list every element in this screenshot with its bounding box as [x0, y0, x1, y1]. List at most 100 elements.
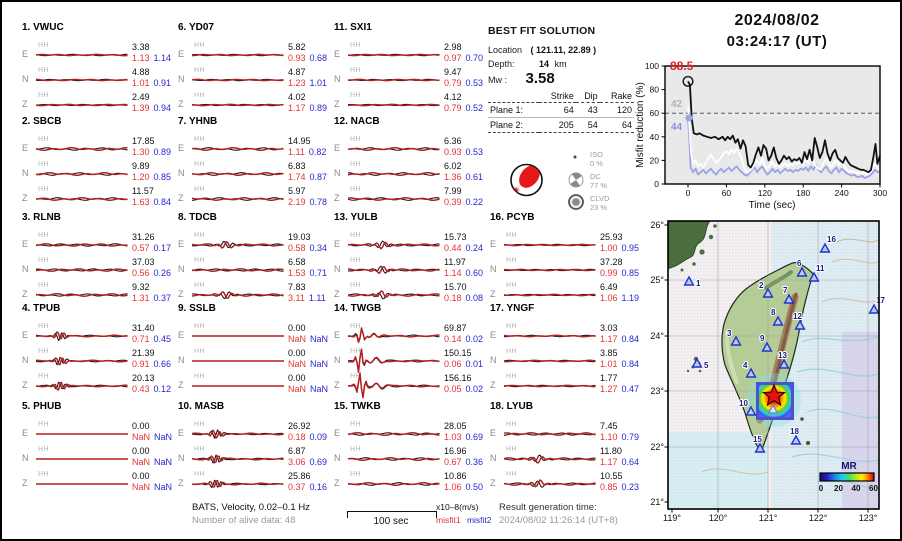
misfit2-value: 0.37	[153, 293, 172, 303]
map-geography	[668, 221, 879, 509]
amplitude-value: 3.38	[132, 42, 150, 52]
misfit-values: NaN NaN	[132, 457, 172, 467]
misfit1-value: 3.11	[288, 293, 305, 303]
waveform-row: Z HH 5.97 2.19 0.78	[174, 186, 328, 211]
channel-label: Z	[22, 289, 28, 299]
misfit1-value: 1.10	[600, 432, 618, 442]
station-title: 7. YHNB	[178, 116, 218, 127]
misfit-values: NaN NaN	[288, 359, 328, 369]
station-number: 3	[727, 329, 732, 338]
misfit2-value: 1.19	[621, 293, 640, 303]
waveform-trace	[347, 456, 440, 462]
map-station: 18	[789, 426, 802, 445]
waveform-trace	[191, 78, 284, 82]
waveform-trace	[36, 433, 128, 435]
location-value: ( 121.11, 22.89 )	[530, 45, 597, 55]
amplitude-value: 19.03	[288, 232, 311, 242]
band-label: HH	[350, 232, 362, 239]
misfit2-value: 0.69	[309, 457, 328, 467]
waveform-trace	[503, 334, 596, 338]
misfit-values: 0.14 0.02	[444, 334, 483, 344]
waveform-trace	[191, 454, 284, 464]
misfit1-value: 0.79	[444, 78, 462, 88]
misfit1-value: 1.27	[600, 384, 618, 394]
misfit2-value: 0.22	[465, 197, 484, 207]
station-number: 1	[696, 279, 701, 288]
amplitude-value: 9.89	[132, 161, 150, 171]
misfit1-value: NaN	[132, 457, 151, 467]
location-row: Location ( 121.11, 22.89 )	[488, 45, 596, 55]
lat-tick-label: 24°	[650, 331, 664, 341]
channel-label: E	[334, 428, 341, 438]
waveform-trace	[35, 331, 128, 342]
amplitude-value: 6.58	[288, 257, 306, 267]
waveform-trace	[192, 360, 284, 362]
station-title: 5. PHUB	[22, 401, 62, 412]
band-label: HH	[38, 136, 50, 143]
station-number: 5	[704, 361, 709, 370]
misfit-values: 0.06 0.01	[444, 359, 483, 369]
misfit1-value: 0.58	[288, 243, 306, 253]
waveform-row: E HH 17.85 1.30 0.89	[18, 136, 171, 161]
mw-label: Mw :	[488, 75, 507, 85]
band-label: HH	[194, 446, 206, 453]
misfit1-value: 1.00	[600, 243, 618, 253]
amplitude-value: 0.00	[288, 323, 306, 333]
channel-label: N	[490, 453, 497, 463]
misfit1-value: 1.17	[600, 457, 618, 467]
band-label: HH	[194, 373, 206, 380]
waveform-trace	[503, 432, 596, 437]
channel-label: N	[178, 355, 185, 365]
amplitude-value: 31.40	[132, 323, 155, 333]
channel-label: Z	[178, 193, 184, 203]
amplitude-value: 5.82	[288, 42, 306, 52]
misfit2-value: 0.60	[465, 268, 484, 278]
channel-label: N	[178, 264, 185, 274]
waveform-row: N HH 21.39 0.91 0.66	[18, 348, 171, 373]
station-triangle-icon	[794, 319, 806, 330]
waveform-row: E HH 3.38 1.13 1.14	[18, 42, 171, 67]
station-triangle-icon	[691, 357, 703, 368]
amplitude-value: 4.02	[288, 92, 306, 102]
station-block: 4. TPUB E HH 31.40 0.71 0.45 N HH 21.39 0.91 0.66 Z…	[18, 303, 171, 398]
band-label: HH	[506, 257, 518, 264]
amplitude-value: 3.85	[600, 348, 618, 358]
station-number: 4	[743, 361, 748, 370]
amplitude-value: 156.16	[444, 373, 472, 383]
map-station: 11	[808, 263, 826, 282]
amplitude-value: 6.87	[288, 446, 306, 456]
channel-label: E	[22, 143, 29, 153]
station-number: 2	[759, 281, 764, 290]
misfit2-value: 0.52	[465, 103, 484, 113]
misfit-values: 0.39 0.22	[444, 197, 483, 207]
misfit-values: 0.67 0.36	[444, 457, 483, 467]
misfit1-value: 1.03	[444, 432, 462, 442]
waveform-row: E HH 15.73 0.44 0.24	[330, 232, 483, 257]
misfit1-value: 0.99	[600, 268, 618, 278]
misfit-values: 1.13 1.14	[132, 53, 171, 63]
station-title: 14. TWGB	[334, 303, 382, 314]
amplitude-value: 4.12	[444, 92, 462, 102]
misfit-values: 1.36 0.61	[444, 172, 483, 182]
misfit2-value: 0.34	[309, 243, 328, 253]
misfit2-value: 0.78	[309, 197, 328, 207]
station-number: 8	[771, 308, 776, 317]
channel-label: E	[334, 49, 341, 59]
channel-label: N	[490, 355, 497, 365]
channel-label: E	[178, 428, 185, 438]
waveform-trace	[36, 483, 128, 485]
misfit2-value: 0.02	[465, 384, 484, 394]
waveform-trace	[347, 78, 440, 82]
misfit2-value: 0.95	[621, 243, 640, 253]
station-triangle-icon	[819, 242, 831, 253]
amplitude-value: 0.00	[132, 421, 150, 431]
amplitude-value: 0.00	[132, 471, 150, 481]
misfit1-value: 1.06	[600, 293, 618, 303]
channel-label: N	[334, 453, 341, 463]
misfit-values: 1.01 0.84	[600, 359, 639, 369]
map-station: 8	[770, 307, 784, 326]
map-station: 7	[782, 285, 795, 304]
waveform-row: Z HH 15.70 0.18 0.08	[330, 282, 483, 307]
misfit1-value: NaN	[288, 334, 307, 344]
